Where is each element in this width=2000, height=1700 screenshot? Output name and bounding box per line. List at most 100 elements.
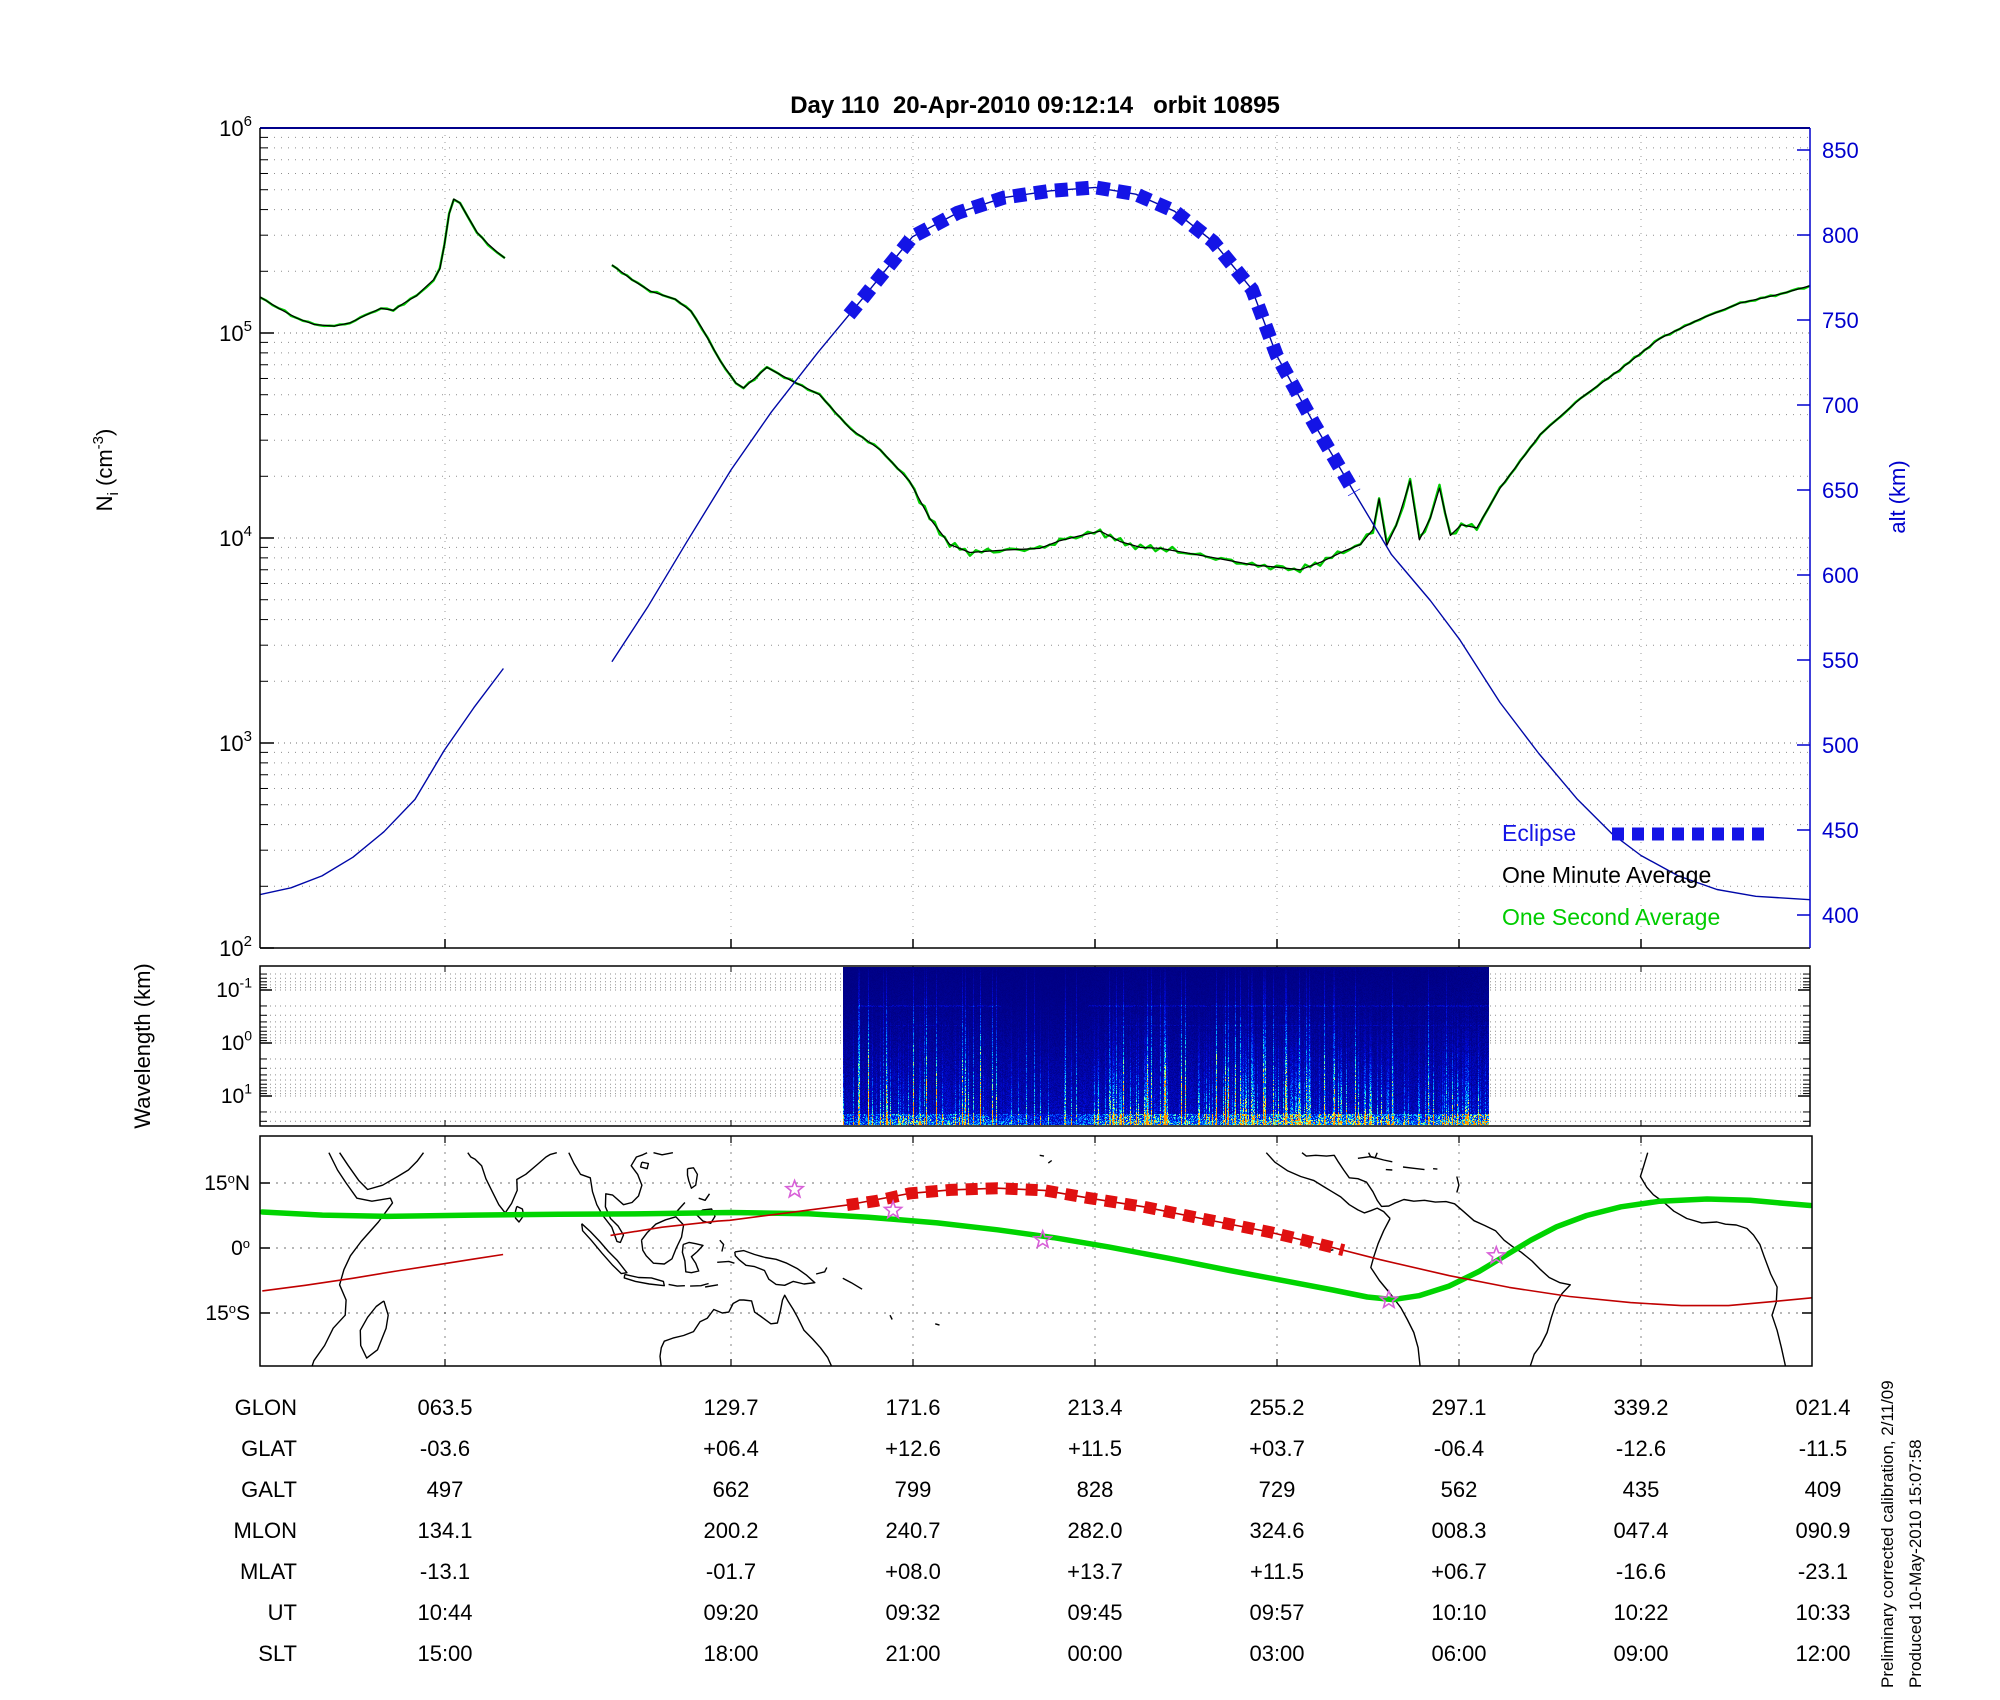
table-cell: 09:45 <box>1067 1600 1122 1625</box>
table-row-label: GALT <box>241 1477 297 1502</box>
legend-one-minute-label: One Minute Average <box>1502 862 1711 888</box>
legend: Eclipse One Minute Average One Second Aver… <box>1502 820 1772 930</box>
one-second-average-curve <box>611 264 1810 574</box>
table-cell: 662 <box>713 1477 750 1502</box>
table-cell: 729 <box>1259 1477 1296 1502</box>
table-cell: 09:00 <box>1613 1641 1668 1666</box>
top-grid <box>260 127 1810 949</box>
ground-track <box>262 1253 504 1292</box>
table-cell: 15:00 <box>417 1641 472 1666</box>
table-row-label: UT <box>268 1600 297 1625</box>
table-row-label: MLAT <box>240 1559 297 1584</box>
station-star <box>882 1199 904 1220</box>
station-star <box>1031 1228 1054 1249</box>
table-cell: 213.4 <box>1067 1395 1122 1420</box>
table-row-mlat: MLAT -13.1 -01.7 +08.0 +13.7 +11.5 +06.7 -16.6 -… <box>240 1559 1848 1584</box>
table-cell: 240.7 <box>885 1518 940 1543</box>
table-cell: +08.0 <box>885 1559 941 1584</box>
y-left-axis-title: Ni (cm-3) <box>90 429 122 512</box>
table-cell: -13.1 <box>420 1559 470 1584</box>
table-cell: +12.6 <box>885 1436 941 1461</box>
table-row-label: GLAT <box>241 1436 297 1461</box>
table-cell: 10:10 <box>1431 1600 1486 1625</box>
y-left-tick-label: 105 <box>219 318 252 346</box>
table-cell: 171.6 <box>885 1395 940 1420</box>
one-minute-average-curve <box>260 198 506 327</box>
table-cell: 10:33 <box>1795 1600 1850 1625</box>
y-right-tick-label: 550 <box>1822 648 1859 673</box>
table-row-label: MLON <box>233 1518 297 1543</box>
table-cell: +11.5 <box>1068 1436 1122 1461</box>
map-grid <box>260 1136 1812 1366</box>
y-right-tick-label: 700 <box>1822 393 1859 418</box>
table-row-ut: UT 10:44 09:20 09:32 09:45 09:57 10:10 10:22 10:… <box>268 1600 1851 1625</box>
y-right-tick-label: 650 <box>1822 478 1859 503</box>
table-cell: -06.4 <box>1434 1436 1484 1461</box>
lat-tick-label: 15oN <box>204 1171 250 1195</box>
sidenote-produced: Produced 10-May-2010 15:07:58 <box>1906 1439 1925 1688</box>
table-cell: 562 <box>1441 1477 1478 1502</box>
table-row-label: SLT <box>258 1641 297 1666</box>
table-row-glat: GLAT -03.6 +06.4 +12.6 +11.5 +03.7 -06.4 -12.6 -… <box>241 1436 1847 1461</box>
table-cell: 09:20 <box>703 1600 758 1625</box>
lat-tick-label: 15oS <box>205 1301 250 1325</box>
lat-tick-label: 0o <box>231 1236 250 1260</box>
station-star <box>1378 1288 1400 1310</box>
y-left-tick-label: 103 <box>219 728 252 756</box>
table-cell: 497 <box>427 1477 464 1502</box>
sidenote-calibration: Preliminary corrected calibration, 2/11/… <box>1878 1380 1897 1688</box>
map-panel: 15oN 0o 15oS <box>204 1135 1813 1367</box>
table-cell: 047.4 <box>1613 1518 1668 1543</box>
table-cell: 063.5 <box>417 1395 472 1420</box>
table-cell: -11.5 <box>1799 1436 1848 1461</box>
y-right-tick-label: 850 <box>1822 138 1859 163</box>
y-right-tick-label: 450 <box>1822 818 1859 843</box>
legend-eclipse-label: Eclipse <box>1502 820 1576 846</box>
table-cell: 021.4 <box>1795 1395 1850 1420</box>
table-cell: 255.2 <box>1249 1395 1304 1420</box>
table-cell: -03.6 <box>420 1436 470 1461</box>
table-cell: 799 <box>895 1477 932 1502</box>
table-cell: +11.5 <box>1250 1559 1304 1584</box>
table-cell: 435 <box>1623 1477 1660 1502</box>
table-cell: 10:44 <box>417 1600 472 1625</box>
table-cell: 339.2 <box>1613 1395 1668 1420</box>
table-row-galt: GALT 497 662 799 828 729 562 435 409 <box>241 1477 1841 1502</box>
y-right-tick-label: 600 <box>1822 563 1859 588</box>
table-cell: 18:00 <box>703 1641 758 1666</box>
table-cell: -12.6 <box>1616 1436 1666 1461</box>
table-cell: 324.6 <box>1249 1518 1304 1543</box>
table-cell: +03.7 <box>1249 1436 1305 1461</box>
station-star <box>1485 1244 1508 1265</box>
table-cell: 008.3 <box>1431 1518 1486 1543</box>
y-left-tick-label: 104 <box>219 523 252 551</box>
table-row-mlon: MLON 134.1 200.2 240.7 282.0 324.6 008.3 047.4 0… <box>233 1518 1850 1543</box>
altitude-curve <box>611 186 1810 901</box>
y-left-tick-label: 102 <box>219 933 252 961</box>
table-cell: 03:00 <box>1249 1641 1304 1666</box>
table-cell: +06.4 <box>703 1436 759 1461</box>
table-row-slt: SLT 15:00 18:00 21:00 00:00 03:00 06:00 09:00 12… <box>258 1641 1850 1666</box>
y-right-tick-label: 500 <box>1822 733 1859 758</box>
table-cell: 134.1 <box>417 1518 472 1543</box>
table-cell: 828 <box>1077 1477 1114 1502</box>
table-cell: 09:32 <box>885 1600 940 1625</box>
y-left-tick-label: 106 <box>219 113 252 141</box>
table-row-glon: GLON 063.5 129.7 171.6 213.4 255.2 297.1 339.2 0… <box>235 1395 1851 1420</box>
legend-one-second-label: One Second Average <box>1502 904 1720 930</box>
table-cell: +13.7 <box>1067 1559 1123 1584</box>
ground-track-eclipse-dashes <box>846 1182 1346 1257</box>
table-cell: 06:00 <box>1431 1641 1486 1666</box>
table-cell: 21:00 <box>885 1641 940 1666</box>
table-cell: 12:00 <box>1795 1641 1850 1666</box>
table-row-label: GLON <box>235 1395 297 1420</box>
station-star <box>783 1178 806 1199</box>
table-cell: 200.2 <box>703 1518 758 1543</box>
table-cell: -23.1 <box>1798 1559 1848 1584</box>
y-right-tick-label: 750 <box>1822 308 1859 333</box>
wavelength-tick-label: 101 <box>221 1081 252 1108</box>
one-minute-average-curve <box>611 264 1810 571</box>
y-right-axis-title: alt (km) <box>1885 460 1910 533</box>
